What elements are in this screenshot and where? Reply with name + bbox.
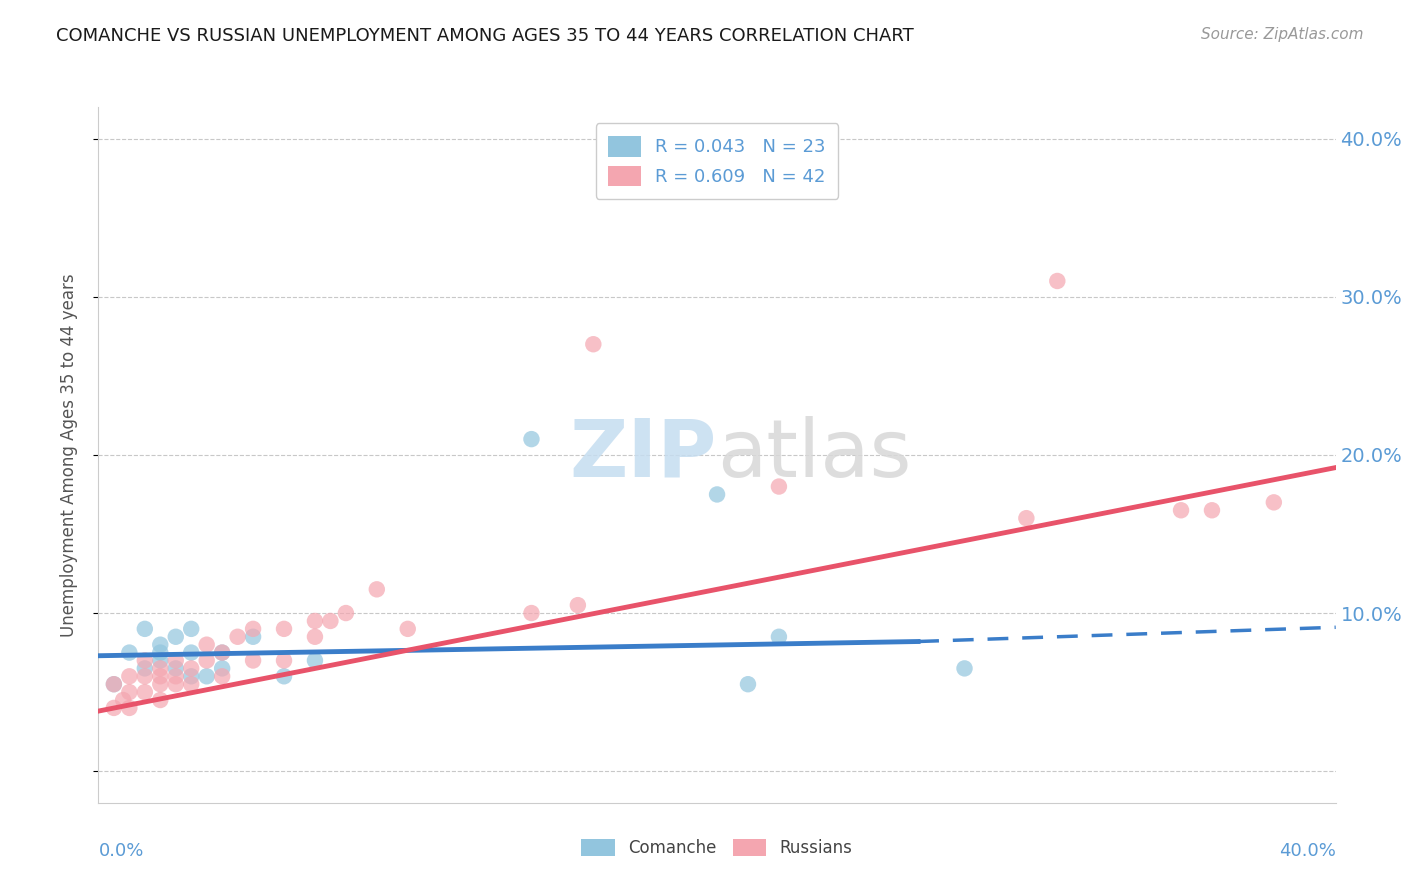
Text: COMANCHE VS RUSSIAN UNEMPLOYMENT AMONG AGES 35 TO 44 YEARS CORRELATION CHART: COMANCHE VS RUSSIAN UNEMPLOYMENT AMONG A…	[56, 27, 914, 45]
Point	[180, 646, 202, 660]
Point	[149, 653, 172, 667]
Point	[319, 614, 342, 628]
Point	[1201, 503, 1223, 517]
Point	[195, 653, 218, 667]
Text: Source: ZipAtlas.com: Source: ZipAtlas.com	[1201, 27, 1364, 42]
Point	[226, 630, 249, 644]
Point	[149, 646, 172, 660]
Point	[273, 622, 295, 636]
Point	[211, 661, 233, 675]
Point	[366, 582, 388, 597]
Text: atlas: atlas	[717, 416, 911, 494]
Point	[304, 630, 326, 644]
Point	[768, 479, 790, 493]
Point	[242, 653, 264, 667]
Point	[211, 646, 233, 660]
Text: ZIP: ZIP	[569, 416, 717, 494]
Point	[273, 669, 295, 683]
Point	[103, 701, 125, 715]
Point	[149, 677, 172, 691]
Point	[582, 337, 605, 351]
Point	[211, 646, 233, 660]
Point	[103, 677, 125, 691]
Point	[953, 661, 976, 675]
Point	[134, 669, 156, 683]
Point	[165, 630, 187, 644]
Point	[520, 432, 543, 446]
Text: 40.0%: 40.0%	[1279, 842, 1336, 860]
Point	[1170, 503, 1192, 517]
Point	[165, 669, 187, 683]
Point	[180, 622, 202, 636]
Point	[112, 693, 135, 707]
Point	[180, 661, 202, 675]
Point	[118, 685, 141, 699]
Point	[149, 693, 172, 707]
Point	[165, 677, 187, 691]
Y-axis label: Unemployment Among Ages 35 to 44 years: Unemployment Among Ages 35 to 44 years	[59, 273, 77, 637]
Point	[118, 646, 141, 660]
Point	[273, 653, 295, 667]
Point	[165, 661, 187, 675]
Point	[149, 661, 172, 675]
Legend: Comanche, Russians: Comanche, Russians	[575, 832, 859, 864]
Point	[1015, 511, 1038, 525]
Point	[567, 598, 589, 612]
Point	[134, 653, 156, 667]
Point	[1046, 274, 1069, 288]
Point	[180, 677, 202, 691]
Point	[520, 606, 543, 620]
Point	[134, 685, 156, 699]
Point	[118, 669, 141, 683]
Point	[737, 677, 759, 691]
Point	[1263, 495, 1285, 509]
Point	[706, 487, 728, 501]
Text: 0.0%: 0.0%	[98, 842, 143, 860]
Point	[211, 669, 233, 683]
Point	[195, 638, 218, 652]
Point	[165, 653, 187, 667]
Point	[304, 614, 326, 628]
Point	[242, 622, 264, 636]
Point	[149, 669, 172, 683]
Point	[195, 669, 218, 683]
Point	[304, 653, 326, 667]
Point	[103, 677, 125, 691]
Point	[134, 622, 156, 636]
Point	[180, 669, 202, 683]
Point	[768, 630, 790, 644]
Point	[242, 630, 264, 644]
Point	[396, 622, 419, 636]
Point	[149, 638, 172, 652]
Point	[335, 606, 357, 620]
Point	[134, 661, 156, 675]
Point	[118, 701, 141, 715]
